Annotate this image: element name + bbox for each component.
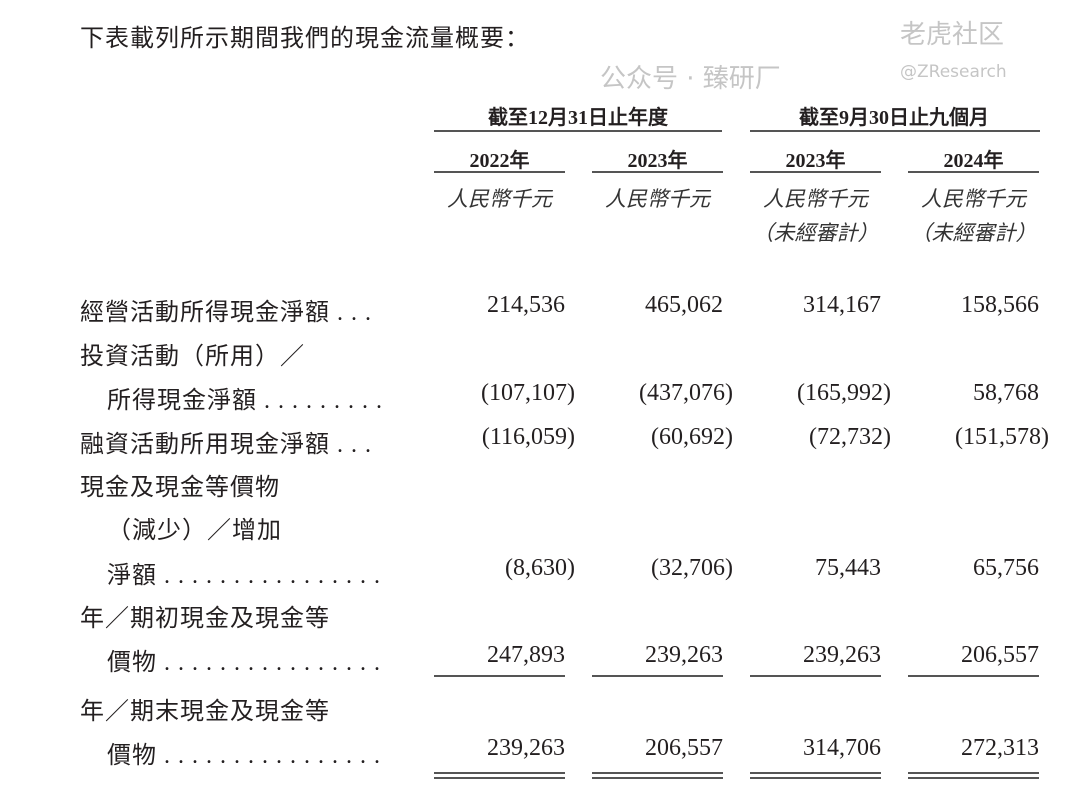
cell-value: 206,557	[961, 642, 1039, 668]
cell-value: 239,263	[645, 642, 723, 668]
cell-value: (60,692)	[651, 424, 733, 450]
group-header-year: 截至12月31日止年度	[488, 107, 668, 129]
divider	[592, 171, 723, 173]
column-year: 2023年	[627, 150, 688, 172]
subtotal-rule	[908, 675, 1039, 677]
cell-value: (32,706)	[651, 555, 733, 581]
column-unit: 人民幣千元	[921, 187, 1026, 211]
watermark-account: 公众号 · 臻研厂	[600, 64, 781, 94]
cell-value: 158,566	[961, 292, 1039, 318]
watermark-handle: @ZResearch	[900, 62, 1007, 82]
column-year: 2024年	[943, 150, 1004, 172]
row-label: 現金及現金等價物	[80, 475, 280, 501]
cell-value: (72,732)	[809, 424, 891, 450]
total-rule	[908, 777, 1039, 779]
cell-value: 239,263	[803, 642, 881, 668]
cell-value: 314,167	[803, 292, 881, 318]
subtotal-rule	[592, 675, 723, 677]
cell-value: 465,062	[645, 292, 723, 318]
column-note: （未經審計）	[910, 221, 1037, 245]
row-label: 投資活動（所用）／	[80, 344, 305, 370]
cell-value: 314,706	[803, 735, 881, 761]
divider	[750, 171, 881, 173]
cell-value: (116,059)	[481, 424, 575, 450]
total-rule	[434, 772, 565, 774]
column-unit: 人民幣千元	[605, 187, 710, 211]
cell-value: 247,893	[487, 642, 565, 668]
total-rule	[750, 777, 881, 779]
watermark-community: 老虎社区	[900, 20, 1005, 50]
column-year: 2023年	[785, 150, 846, 172]
row-label: 年／期初現金及現金等	[80, 606, 330, 632]
cell-value: 206,557	[645, 735, 723, 761]
column-year: 2022年	[469, 150, 530, 172]
divider	[434, 171, 565, 173]
column-unit: 人民幣千元	[447, 187, 552, 211]
row-label: （減少）／增加	[107, 518, 282, 544]
total-rule	[592, 772, 723, 774]
cell-value: 65,756	[973, 555, 1039, 581]
total-rule	[434, 777, 565, 779]
row-label: 價物 . . . . . . . . . . . . . . . .	[107, 650, 381, 676]
divider	[750, 130, 1040, 132]
subtotal-rule	[434, 675, 565, 677]
total-rule	[908, 772, 1039, 774]
cell-value: 58,768	[973, 380, 1039, 406]
row-label: 年／期末現金及現金等	[80, 699, 330, 725]
cell-value: (437,076)	[639, 380, 733, 406]
row-label: 所得現金淨額 . . . . . . . . .	[107, 388, 383, 414]
cell-value: (151,578)	[955, 424, 1049, 450]
cell-value: (107,107)	[481, 380, 575, 406]
row-label: 融資活動所用現金淨額 . . .	[80, 432, 372, 458]
cell-value: 272,313	[961, 735, 1039, 761]
row-label: 價物 . . . . . . . . . . . . . . . .	[107, 743, 381, 769]
cell-value: (165,992)	[797, 380, 891, 406]
divider	[434, 130, 722, 132]
cell-value: (8,630)	[505, 555, 575, 581]
row-label: 淨額 . . . . . . . . . . . . . . . .	[107, 563, 381, 589]
column-note: （未經審計）	[752, 221, 879, 245]
total-rule	[592, 777, 723, 779]
group-header-nine-months: 截至9月30日止九個月	[799, 107, 989, 129]
column-unit: 人民幣千元	[763, 187, 868, 211]
cell-value: 214,536	[487, 292, 565, 318]
cell-value: 75,443	[815, 555, 881, 581]
divider	[908, 171, 1039, 173]
total-rule	[750, 772, 881, 774]
cell-value: 239,263	[487, 735, 565, 761]
row-label: 經營活動所得現金淨額 . . .	[80, 300, 372, 326]
subtotal-rule	[750, 675, 881, 677]
intro-text: 下表載列所示期間我們的現金流量概要：	[80, 26, 530, 52]
